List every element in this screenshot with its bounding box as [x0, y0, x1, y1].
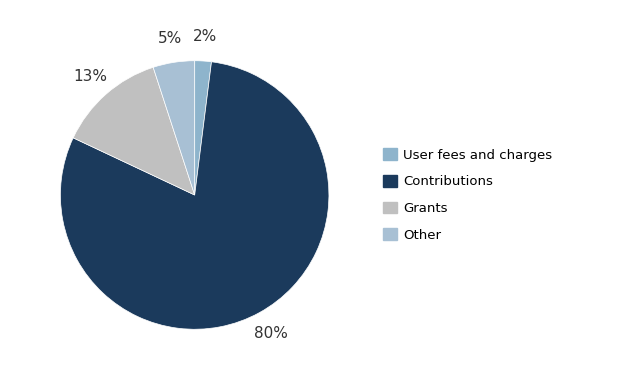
Legend: User fees and charges, Contributions, Grants, Other: User fees and charges, Contributions, Gr…	[384, 148, 552, 242]
Wedge shape	[73, 67, 195, 195]
Wedge shape	[60, 62, 329, 329]
Wedge shape	[153, 61, 195, 195]
Text: 13%: 13%	[73, 69, 107, 84]
Text: 80%: 80%	[254, 326, 288, 341]
Wedge shape	[195, 61, 212, 195]
Text: 2%: 2%	[193, 29, 217, 44]
Text: 5%: 5%	[158, 31, 182, 46]
